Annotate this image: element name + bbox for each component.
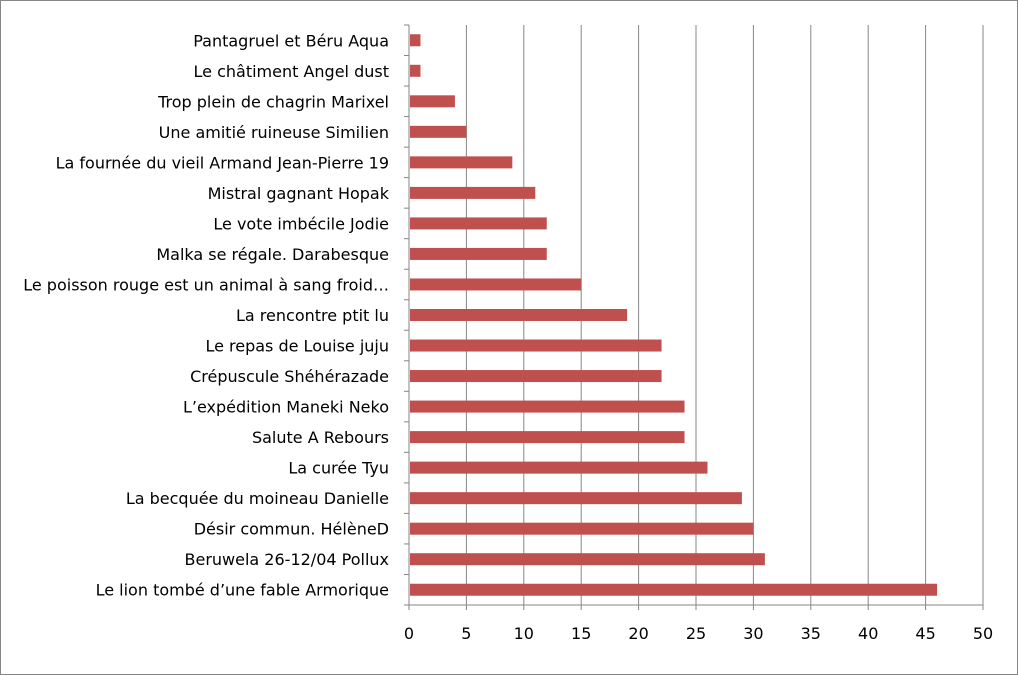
x-tick-label: 20 xyxy=(628,624,648,643)
x-tick-label: 15 xyxy=(571,624,591,643)
x-tick-label: 0 xyxy=(404,624,414,643)
category-label: Une amitié ruineuse Similien xyxy=(159,123,389,142)
category-label: La becquée du moineau Danielle xyxy=(126,489,389,508)
bar xyxy=(410,461,708,474)
category-label: Salute A Rebours xyxy=(252,428,389,447)
x-tick-label: 45 xyxy=(915,624,935,643)
category-label: Crépuscule Shéhérazade xyxy=(190,367,389,386)
bar xyxy=(410,370,662,383)
category-label: La rencontre ptit lu xyxy=(236,306,389,325)
bars xyxy=(410,34,938,596)
bar xyxy=(410,522,754,535)
x-tick-label: 40 xyxy=(858,624,878,643)
category-labels: Pantagruel et Béru Aqua Le châtiment Ange… xyxy=(23,31,389,599)
bar xyxy=(410,247,547,260)
bar xyxy=(410,583,938,596)
bar xyxy=(410,186,536,199)
category-label: Pantagruel et Béru Aqua xyxy=(193,31,389,50)
category-label: Le poisson rouge est un animal à sang fr… xyxy=(23,275,389,294)
bar xyxy=(410,309,628,321)
bar xyxy=(410,217,547,230)
category-label: La curée Tyu xyxy=(288,459,389,478)
category-label: Le lion tombé d’une fable Armorique xyxy=(96,581,389,600)
category-label: Désir commun. HélèneD xyxy=(194,520,389,539)
category-label: L’expédition Maneki Neko xyxy=(183,398,389,417)
x-tick-label: 35 xyxy=(801,624,821,643)
category-label: Le repas de Louise juju xyxy=(205,337,389,356)
bar xyxy=(410,156,513,169)
bar xyxy=(410,400,685,413)
axes xyxy=(404,24,984,610)
x-tick-label: 10 xyxy=(514,624,534,643)
bar xyxy=(410,34,421,47)
gridlines xyxy=(465,25,984,605)
category-label: Beruwela 26-12/04 Pollux xyxy=(185,550,390,569)
bar xyxy=(410,339,662,352)
bar xyxy=(410,278,582,291)
x-tick-label: 5 xyxy=(461,624,471,643)
category-label: Trop plein de chagrin Marixel xyxy=(157,92,389,111)
bar xyxy=(410,95,455,108)
category-label: La fournée du vieil Armand Jean-Pierre 1… xyxy=(56,153,389,172)
x-tick-label: 25 xyxy=(686,624,706,643)
bar xyxy=(410,125,467,138)
tick-labels: 0 5 10 15 20 25 30 35 40 45 50 xyxy=(404,624,993,643)
bar xyxy=(410,64,421,77)
category-label: Le vote imbécile Jodie xyxy=(213,214,389,233)
x-tick-label: 30 xyxy=(743,624,763,643)
bar xyxy=(410,431,685,444)
bar xyxy=(410,492,742,505)
x-tick-label: 50 xyxy=(973,624,993,643)
category-label: Malka se régale. Darabesque xyxy=(156,245,389,264)
category-label: Mistral gagnant Hopak xyxy=(208,184,390,203)
category-label: Le châtiment Angel dust xyxy=(194,62,389,81)
bar xyxy=(410,553,765,566)
